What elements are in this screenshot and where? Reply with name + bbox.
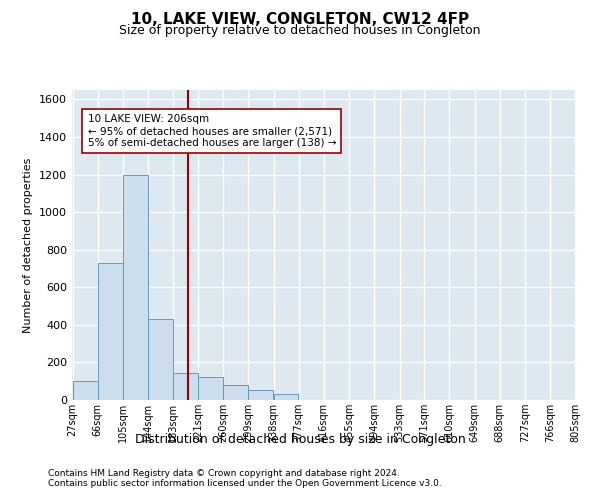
Bar [274, 394, 298, 400]
Text: Size of property relative to detached houses in Congleton: Size of property relative to detached ho… [119, 24, 481, 37]
Bar [223, 385, 248, 400]
Bar [173, 373, 199, 400]
Bar [123, 174, 148, 400]
Y-axis label: Number of detached properties: Number of detached properties [23, 158, 34, 332]
Bar [248, 390, 273, 400]
Bar [148, 319, 173, 400]
Text: Distribution of detached houses by size in Congleton: Distribution of detached houses by size … [134, 432, 466, 446]
Bar [73, 381, 98, 400]
Bar [198, 378, 223, 400]
Bar [98, 263, 123, 400]
Text: 10 LAKE VIEW: 206sqm
← 95% of detached houses are smaller (2,571)
5% of semi-det: 10 LAKE VIEW: 206sqm ← 95% of detached h… [88, 114, 336, 148]
Text: Contains HM Land Registry data © Crown copyright and database right 2024.: Contains HM Land Registry data © Crown c… [48, 468, 400, 477]
Text: Contains public sector information licensed under the Open Government Licence v3: Contains public sector information licen… [48, 478, 442, 488]
Text: 10, LAKE VIEW, CONGLETON, CW12 4FP: 10, LAKE VIEW, CONGLETON, CW12 4FP [131, 12, 469, 28]
